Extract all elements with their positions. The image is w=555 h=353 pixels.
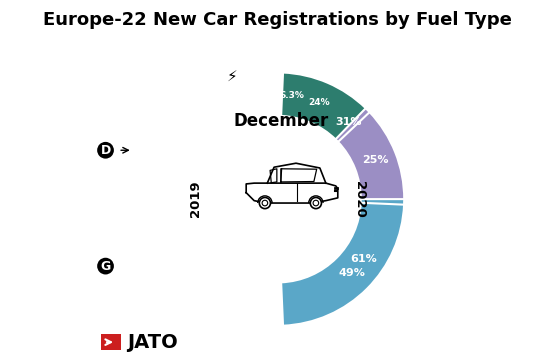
Text: 61%: 61% [350, 254, 377, 264]
Text: G: G [100, 259, 110, 273]
Text: G: G [100, 259, 110, 273]
Text: 31%: 31% [335, 117, 362, 127]
Wedge shape [338, 112, 404, 199]
Text: December: December [234, 112, 329, 130]
Text: 2020: 2020 [353, 181, 366, 217]
Circle shape [262, 200, 268, 206]
Wedge shape [281, 203, 404, 326]
Text: Europe-22 New Car Registrations by Fuel Type: Europe-22 New Car Registrations by Fuel … [43, 11, 512, 29]
Text: 49%: 49% [339, 268, 365, 279]
Circle shape [196, 118, 359, 281]
Wedge shape [281, 72, 307, 118]
Text: D: D [100, 144, 110, 157]
Circle shape [313, 200, 319, 206]
Text: 2019: 2019 [189, 181, 202, 217]
Wedge shape [281, 72, 366, 139]
Text: 25%: 25% [362, 155, 388, 165]
Text: D: D [100, 144, 110, 157]
Text: JATO: JATO [127, 333, 178, 352]
FancyBboxPatch shape [101, 334, 121, 350]
Circle shape [310, 197, 321, 209]
Text: 6.3%: 6.3% [280, 91, 305, 100]
Wedge shape [300, 77, 396, 170]
Wedge shape [281, 160, 404, 326]
Circle shape [259, 197, 270, 209]
Text: 24%: 24% [308, 98, 330, 107]
Text: ⚡: ⚡ [227, 68, 238, 84]
